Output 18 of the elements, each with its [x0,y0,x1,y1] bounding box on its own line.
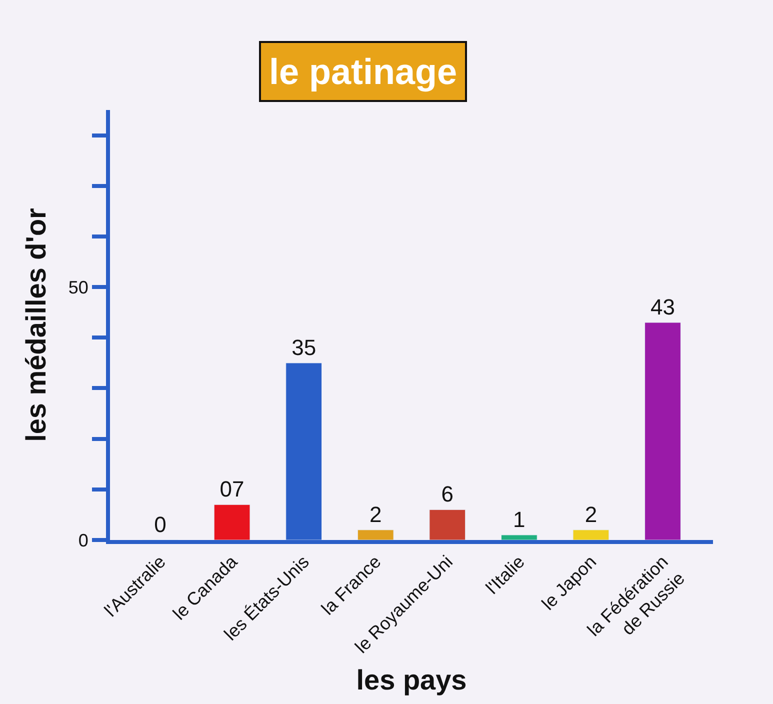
y-tick-label: 50 [68,277,88,298]
data-label: 2 [369,502,382,527]
data-label: 1 [513,506,526,532]
y-axis-title: les médailles d'or [20,208,52,442]
data-label: 07 [220,476,244,502]
data-label: 6 [441,482,454,507]
data-label: 2 [584,502,598,527]
bar [500,534,538,540]
data-label: 43 [650,294,675,320]
bar [357,530,394,540]
bar [214,504,250,540]
data-label: 0 [154,512,166,537]
data-label: 35 [292,334,316,360]
chart-title: le patinage [269,51,458,92]
bar [429,509,466,540]
bar [572,530,610,540]
x-axis-title: les pays [356,664,467,696]
bar [644,322,681,540]
